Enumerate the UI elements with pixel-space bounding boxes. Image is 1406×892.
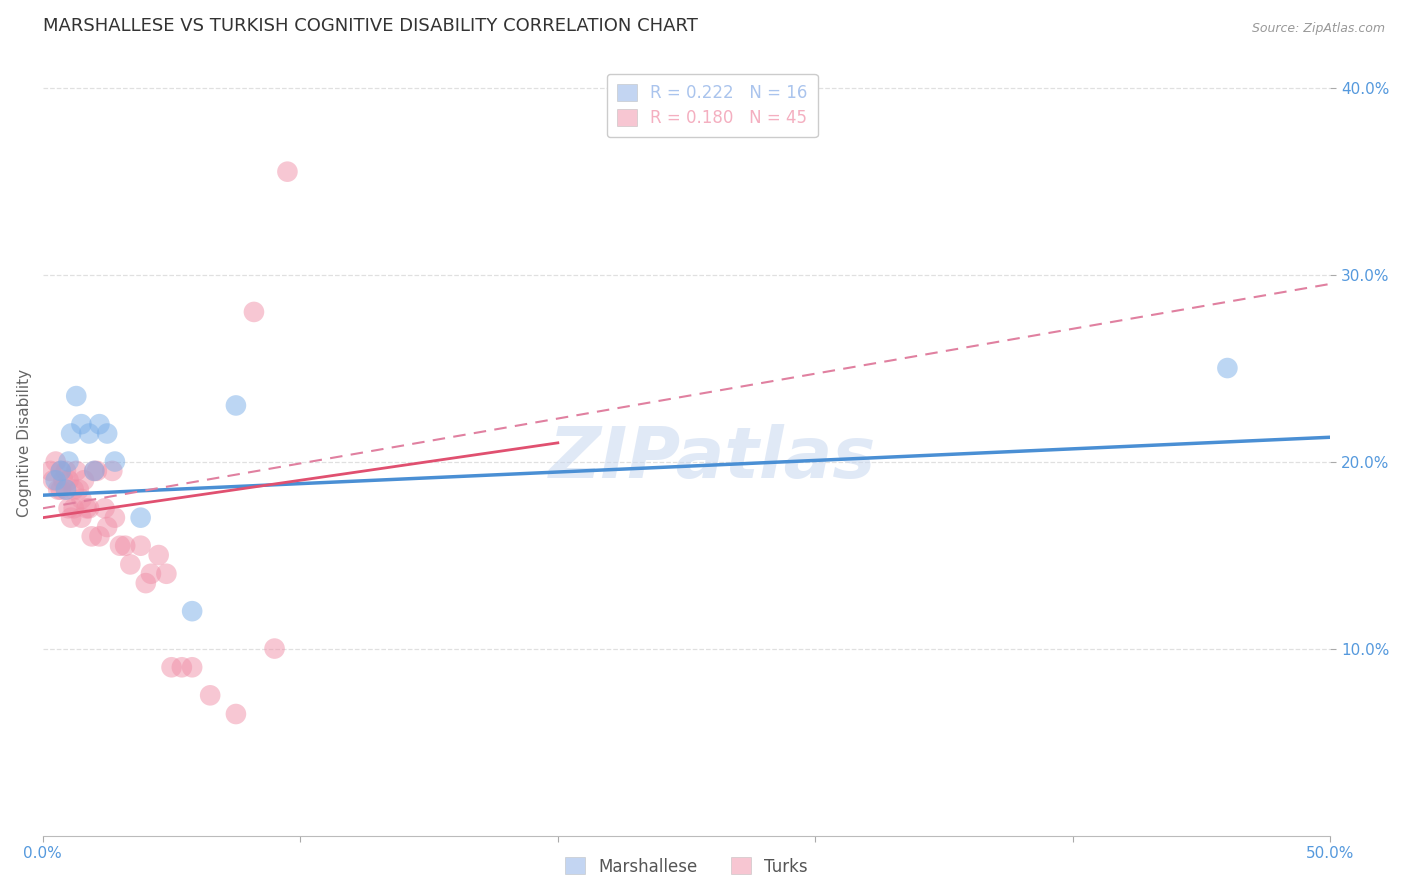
Point	[276, 164, 298, 178]
Point	[77, 501, 100, 516]
Point	[62, 501, 84, 516]
Point	[89, 529, 111, 543]
Point	[58, 501, 80, 516]
Point	[148, 548, 170, 562]
Point	[73, 473, 96, 487]
Point	[55, 464, 77, 478]
Point	[39, 464, 62, 478]
Point	[181, 660, 204, 674]
Y-axis label: Cognitive Disability: Cognitive Disability	[17, 368, 32, 516]
Point	[45, 473, 67, 487]
Point	[83, 464, 105, 478]
Point	[70, 510, 93, 524]
Point	[76, 501, 98, 516]
Point	[65, 464, 87, 478]
Point	[52, 473, 75, 487]
Point	[55, 483, 77, 497]
Point	[114, 539, 136, 553]
Point	[198, 689, 221, 703]
Point	[60, 426, 83, 441]
Point	[45, 454, 67, 468]
Point	[86, 464, 108, 478]
Point	[108, 539, 131, 553]
Point	[46, 483, 69, 497]
Point	[49, 464, 72, 478]
Point	[225, 706, 247, 721]
Point	[129, 539, 152, 553]
Point	[96, 426, 118, 441]
Point	[70, 491, 93, 506]
Text: MARSHALLESE VS TURKISH COGNITIVE DISABILITY CORRELATION CHART: MARSHALLESE VS TURKISH COGNITIVE DISABIL…	[42, 17, 697, 35]
Point	[70, 417, 93, 432]
Point	[58, 454, 80, 468]
Point	[120, 558, 142, 572]
Point	[104, 510, 127, 524]
Point	[139, 566, 162, 581]
Point	[62, 483, 84, 497]
Point	[135, 576, 157, 591]
Point	[181, 604, 204, 618]
Point	[96, 520, 118, 534]
Point	[93, 501, 115, 516]
Point	[58, 473, 80, 487]
Legend: Marshallese, Turks: Marshallese, Turks	[558, 851, 814, 882]
Point	[60, 510, 83, 524]
Point	[89, 417, 111, 432]
Point	[83, 464, 105, 478]
Point	[42, 473, 65, 487]
Point	[49, 464, 72, 478]
Point	[160, 660, 183, 674]
Point	[1216, 361, 1239, 376]
Point	[129, 510, 152, 524]
Point	[155, 566, 177, 581]
Point	[225, 399, 247, 413]
Point	[49, 483, 72, 497]
Point	[101, 464, 124, 478]
Point	[77, 426, 100, 441]
Point	[243, 305, 266, 319]
Point	[104, 454, 127, 468]
Text: Source: ZipAtlas.com: Source: ZipAtlas.com	[1251, 22, 1385, 36]
Point	[170, 660, 193, 674]
Point	[80, 529, 103, 543]
Point	[263, 641, 285, 656]
Text: ZIPatlas: ZIPatlas	[548, 424, 876, 493]
Point	[55, 483, 77, 497]
Point	[67, 483, 90, 497]
Point	[65, 389, 87, 403]
